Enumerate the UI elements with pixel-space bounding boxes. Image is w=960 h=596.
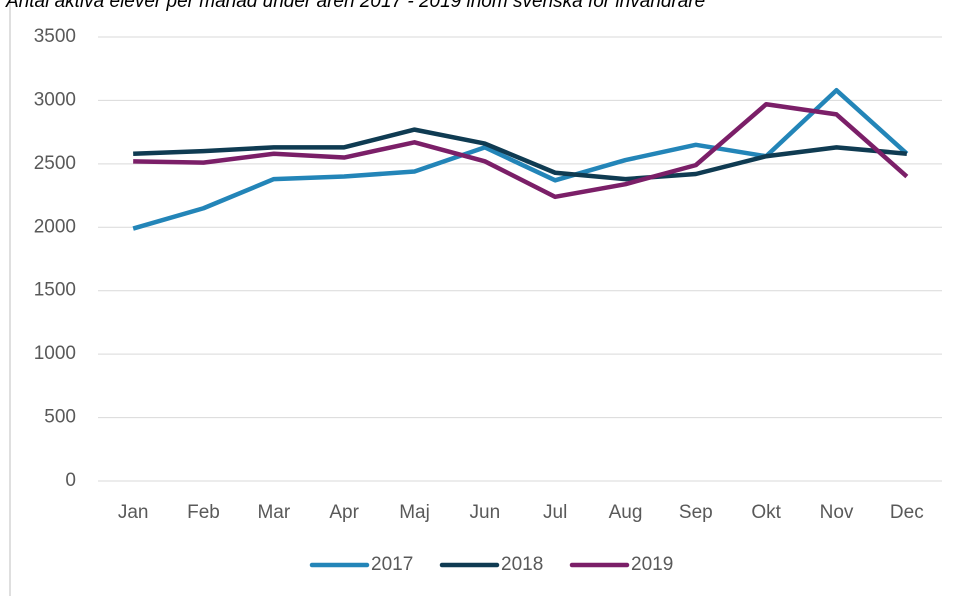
y-tick-label: 2000 — [34, 216, 76, 237]
x-tick-label: Dec — [890, 502, 924, 523]
legend-label: 2018 — [501, 554, 543, 575]
x-tick-label: Nov — [820, 502, 854, 523]
x-tick-label: Okt — [751, 502, 781, 523]
chart-title: Antal aktiva elever per månad under åren… — [5, 0, 705, 12]
legend-label: 2017 — [371, 554, 413, 575]
series-line — [133, 127, 908, 182]
y-tick-label: 1000 — [34, 343, 76, 364]
x-tick-label: Maj — [399, 502, 430, 523]
y-tick-label: 0 — [65, 470, 76, 491]
x-tick-label: Apr — [329, 502, 359, 523]
x-tick-label: Mar — [257, 502, 290, 523]
y-tick-label: 2500 — [34, 153, 76, 174]
y-tick-label: 3500 — [34, 26, 76, 47]
x-tick-label: Jul — [543, 502, 567, 523]
series-line — [132, 88, 909, 231]
x-tick-label: Jun — [470, 502, 501, 523]
y-tick-label: 3000 — [34, 89, 76, 110]
x-tick-label: Sep — [679, 502, 713, 523]
series-line — [133, 101, 909, 200]
x-tick-label: Jan — [118, 502, 149, 523]
x-tick-label: Feb — [187, 502, 220, 523]
legend-label: 2019 — [631, 554, 673, 575]
y-tick-label: 1500 — [34, 280, 76, 301]
x-tick-label: Aug — [609, 502, 643, 523]
y-tick-label: 500 — [44, 407, 76, 428]
